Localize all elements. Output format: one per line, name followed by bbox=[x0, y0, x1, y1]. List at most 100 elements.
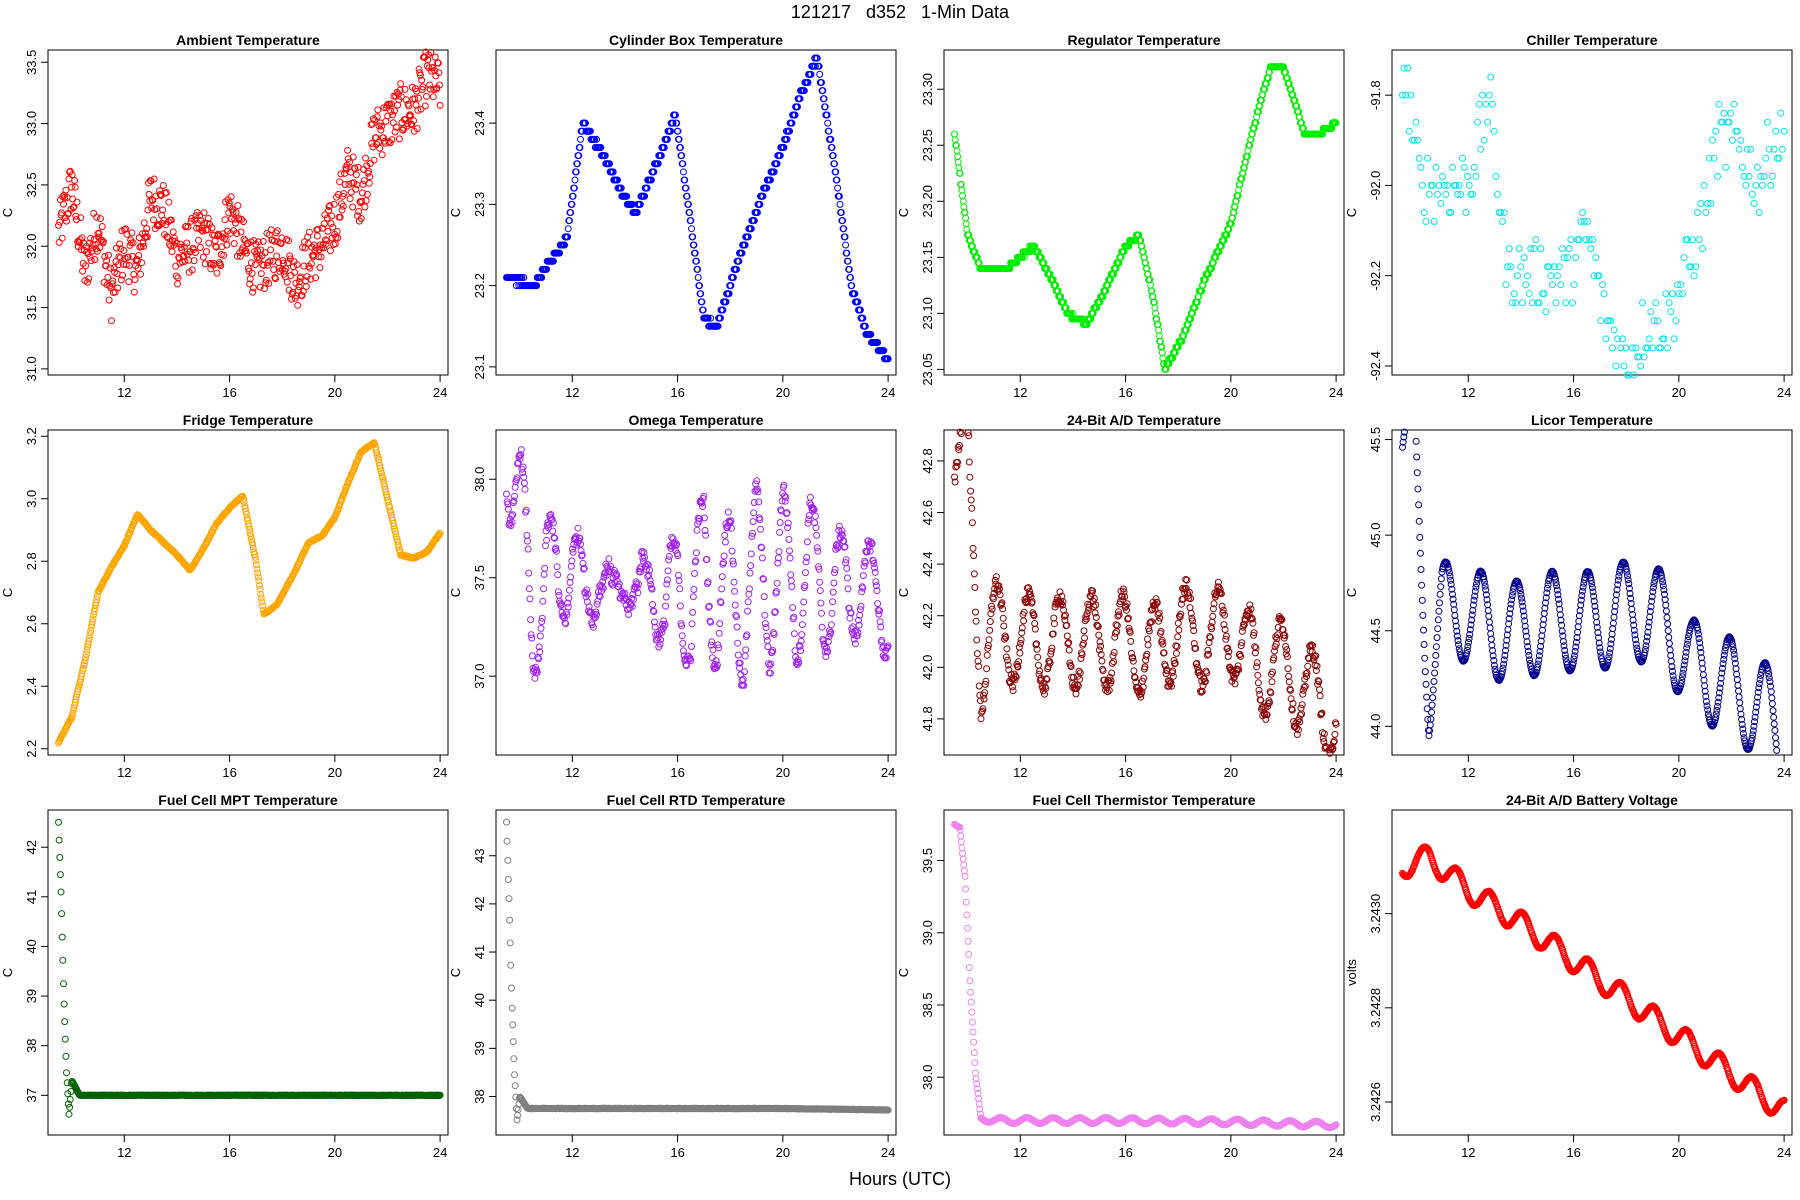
data-point bbox=[122, 261, 130, 269]
data-point bbox=[747, 562, 755, 570]
y-axis-label: C bbox=[0, 968, 15, 977]
data-point bbox=[569, 192, 577, 200]
data-point bbox=[678, 622, 686, 630]
data-point bbox=[951, 478, 959, 486]
data-point bbox=[261, 249, 269, 257]
chart-title: Licor Temperature bbox=[1531, 412, 1653, 428]
y-tick-label: 2.4 bbox=[24, 677, 39, 695]
data-point bbox=[1067, 663, 1075, 670]
data-point bbox=[1564, 254, 1571, 262]
data-point bbox=[79, 260, 87, 267]
data-point bbox=[1414, 136, 1421, 144]
data-point bbox=[391, 128, 399, 136]
data-point bbox=[55, 818, 62, 826]
data-point bbox=[688, 225, 695, 233]
data-point bbox=[1448, 585, 1456, 593]
data-point bbox=[556, 599, 564, 607]
data-point bbox=[614, 176, 621, 184]
data-point bbox=[416, 69, 424, 77]
data-point bbox=[503, 490, 510, 498]
data-point bbox=[657, 636, 665, 644]
data-point bbox=[861, 322, 869, 330]
data-point bbox=[1014, 663, 1022, 671]
data-point bbox=[1743, 145, 1751, 153]
data-point bbox=[370, 439, 377, 447]
data-point bbox=[750, 499, 758, 506]
data-point bbox=[71, 183, 79, 191]
data-point bbox=[583, 586, 591, 594]
data-point bbox=[1098, 657, 1106, 665]
data-point bbox=[1471, 592, 1479, 600]
data-point bbox=[782, 493, 790, 501]
data-point bbox=[419, 83, 427, 91]
x-tick-label: 24 bbox=[1329, 765, 1343, 780]
data-point bbox=[1552, 299, 1560, 307]
data-point bbox=[1108, 659, 1116, 667]
data-point bbox=[304, 240, 312, 247]
data-points bbox=[951, 428, 1340, 757]
y-tick-label: 37 bbox=[24, 1088, 39, 1102]
data-point bbox=[82, 650, 90, 658]
data-point bbox=[665, 556, 673, 564]
data-point bbox=[824, 119, 832, 127]
data-point bbox=[630, 596, 637, 603]
data-point bbox=[1455, 645, 1463, 653]
data-point bbox=[773, 588, 780, 595]
data-point bbox=[825, 127, 833, 135]
data-point bbox=[1514, 272, 1521, 280]
data-point bbox=[114, 261, 122, 269]
data-point bbox=[674, 552, 682, 560]
data-point bbox=[378, 469, 385, 477]
data-point bbox=[334, 234, 342, 242]
data-point bbox=[660, 617, 668, 625]
data-point bbox=[540, 585, 547, 593]
chart-title: Cylinder Box Temperature bbox=[609, 32, 783, 48]
data-point bbox=[125, 278, 133, 286]
data-point bbox=[87, 257, 95, 265]
data-point bbox=[1049, 630, 1057, 638]
y-tick-label: 32.0 bbox=[24, 234, 39, 259]
data-point bbox=[823, 111, 831, 119]
data-point bbox=[982, 677, 990, 685]
data-point bbox=[93, 213, 101, 221]
y-axis-label: C bbox=[448, 208, 463, 217]
data-point bbox=[979, 705, 987, 713]
data-point bbox=[87, 234, 95, 242]
data-point bbox=[81, 657, 89, 665]
data-point bbox=[104, 273, 112, 281]
data-point bbox=[1092, 613, 1100, 621]
data-point bbox=[980, 695, 988, 703]
data-point bbox=[1152, 595, 1160, 603]
data-point bbox=[1124, 615, 1132, 623]
data-point bbox=[1332, 119, 1340, 127]
data-point bbox=[248, 259, 255, 267]
data-point bbox=[1522, 281, 1530, 289]
data-point bbox=[761, 611, 769, 619]
data-point bbox=[1612, 362, 1620, 370]
data-point bbox=[952, 463, 960, 471]
data-point bbox=[722, 298, 730, 306]
data-point bbox=[1454, 637, 1462, 645]
data-point bbox=[1609, 344, 1616, 352]
data-point bbox=[871, 568, 879, 576]
data-point bbox=[1063, 632, 1071, 640]
data-point bbox=[1320, 738, 1328, 746]
data-point bbox=[1095, 646, 1103, 654]
data-points bbox=[503, 446, 892, 689]
data-point bbox=[244, 265, 252, 272]
data-point bbox=[1504, 263, 1511, 271]
data-point bbox=[741, 652, 749, 660]
data-point bbox=[190, 257, 198, 265]
data-point bbox=[552, 544, 560, 552]
data-point bbox=[188, 266, 196, 274]
data-point bbox=[1530, 245, 1538, 253]
data-point bbox=[977, 715, 985, 723]
data-point bbox=[351, 164, 359, 172]
data-point bbox=[564, 233, 572, 241]
data-point bbox=[1775, 154, 1783, 162]
data-point bbox=[704, 578, 712, 586]
data-point bbox=[346, 195, 354, 203]
data-point bbox=[1617, 344, 1625, 352]
data-point bbox=[1171, 659, 1179, 667]
